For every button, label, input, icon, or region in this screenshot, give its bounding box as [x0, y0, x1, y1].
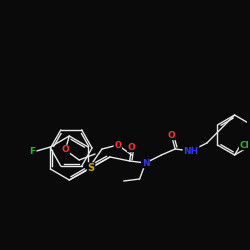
- Text: Cl: Cl: [240, 140, 249, 149]
- Text: NH: NH: [184, 146, 199, 156]
- Text: S: S: [88, 163, 94, 173]
- Text: N: N: [142, 158, 149, 168]
- Text: O: O: [114, 140, 121, 149]
- Text: O: O: [168, 130, 175, 140]
- Text: O: O: [128, 142, 136, 152]
- Text: O: O: [62, 146, 69, 154]
- Text: F: F: [30, 146, 36, 156]
